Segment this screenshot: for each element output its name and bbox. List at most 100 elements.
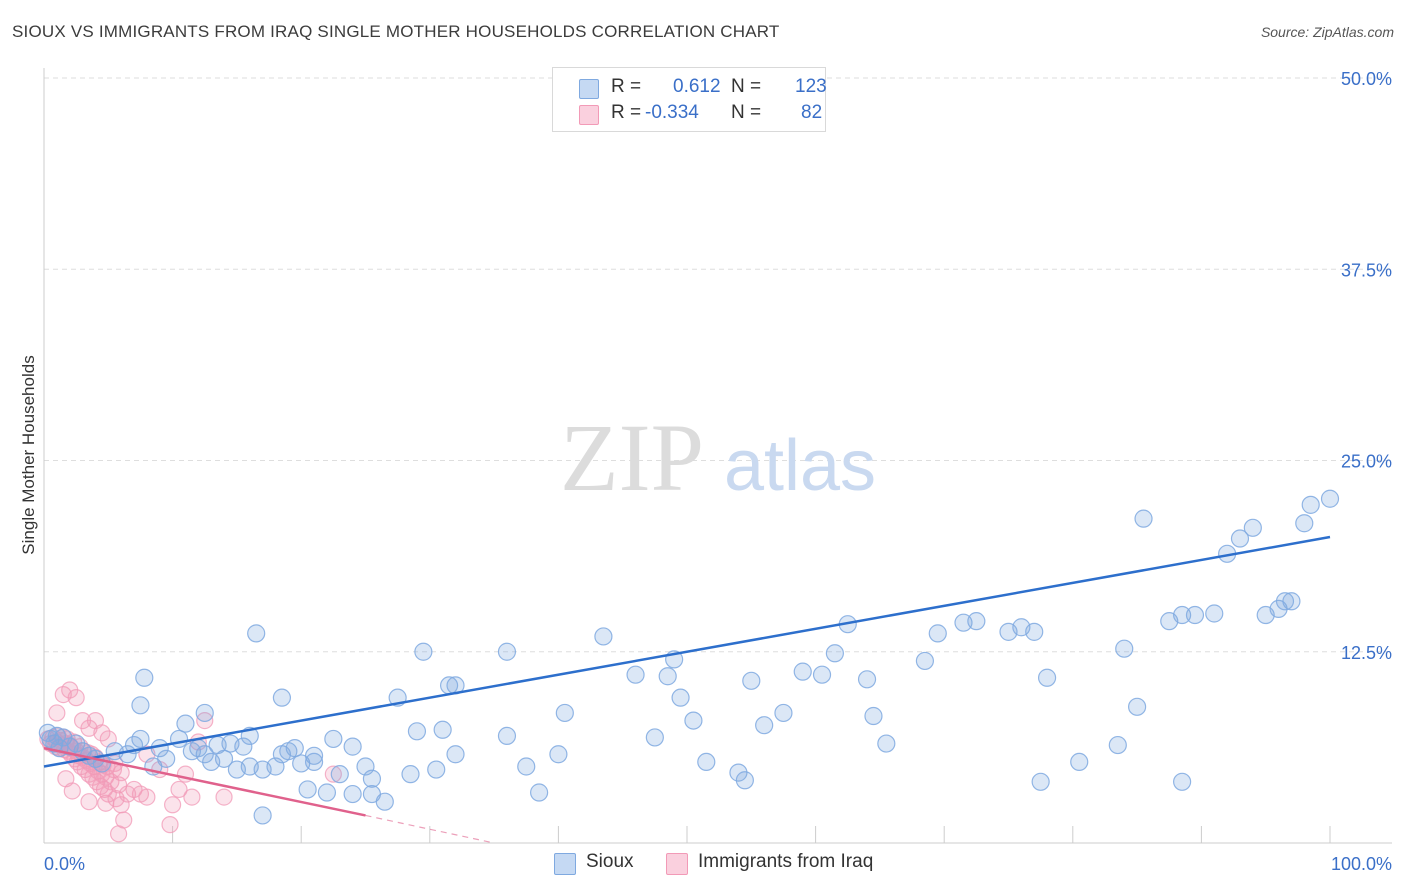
sioux-point [131, 729, 150, 749]
iraq-point [112, 796, 130, 814]
sioux-point [555, 703, 574, 723]
sioux-point [446, 745, 465, 764]
sioux-point [221, 734, 240, 753]
iraq-point [196, 711, 214, 730]
iraq-swatch [666, 853, 688, 875]
sioux-point [343, 784, 362, 804]
sioux-point [1301, 495, 1320, 514]
sioux-point [1173, 605, 1192, 625]
y-tick-label: 25.0% [1341, 452, 1392, 472]
sioux-point [427, 760, 446, 779]
watermark: ZIP atlas [560, 404, 876, 511]
sioux-point [1275, 592, 1295, 611]
sioux-point [812, 665, 832, 684]
sioux-point [1205, 604, 1224, 623]
sioux-point [825, 644, 844, 663]
sioux-point [362, 769, 382, 788]
sioux-point [497, 726, 517, 746]
iraq-point [97, 794, 115, 812]
sioux-point [1108, 735, 1127, 755]
sioux-point [317, 783, 337, 802]
sioux-point [626, 665, 645, 684]
sioux-point [1320, 489, 1340, 508]
sioux-point [135, 668, 154, 687]
y-axis-label: Single Mother Households [19, 355, 38, 554]
iraq-point [170, 780, 188, 799]
sioux-point [343, 737, 362, 756]
sioux-point [697, 752, 716, 772]
sioux-point [671, 688, 690, 707]
legend-n-label: N = [731, 76, 762, 97]
sioux-point [195, 703, 214, 723]
gridlines [44, 77, 1392, 653]
sioux-point [330, 765, 349, 784]
iraq-point [109, 825, 128, 843]
sioux-point [304, 752, 324, 772]
iraq-point [48, 704, 66, 722]
sioux-point [530, 783, 549, 802]
sioux-point [594, 627, 613, 646]
sioux-point [1115, 639, 1134, 658]
x-tick-label-max: 100.0% [1331, 854, 1392, 874]
y-tick-label: 50.0% [1341, 69, 1392, 89]
sioux-point [735, 771, 754, 790]
sioux-point [298, 780, 317, 799]
sioux-point [684, 711, 703, 730]
iraq-swatch [579, 105, 599, 125]
sioux-point [857, 670, 877, 689]
sioux-point [272, 688, 292, 707]
sioux-point [497, 642, 517, 661]
sioux-swatch [554, 853, 576, 875]
sioux-point [1037, 668, 1057, 687]
sioux-point [324, 729, 343, 749]
iraq-point [93, 724, 111, 742]
legend-n-label: N = [731, 102, 762, 123]
iraq-point [80, 793, 98, 811]
x-tick-label-min: 0.0% [44, 854, 85, 874]
sioux-point [1134, 509, 1153, 528]
sioux-point [176, 714, 195, 733]
sioux-point [414, 642, 433, 661]
sioux-point [877, 734, 896, 753]
legend-label-iraq: Immigrants from Iraq [698, 851, 874, 872]
sioux-point [742, 671, 761, 690]
sioux-point [928, 624, 947, 643]
sioux-point [915, 651, 935, 671]
sioux-point [517, 757, 536, 776]
sioux-point [285, 739, 304, 758]
iraq-point [183, 788, 201, 806]
sioux-point [1031, 772, 1050, 791]
trend-lines [43, 535, 1331, 844]
sioux-point [1185, 605, 1205, 625]
sioux-point [214, 749, 234, 768]
sioux-point [793, 662, 812, 681]
sioux-point [1282, 592, 1301, 611]
legend-label-sioux: Sioux [586, 851, 634, 872]
sioux-point [253, 806, 272, 825]
sioux-point [1243, 518, 1262, 537]
sioux-point [433, 720, 452, 739]
iraq-point [161, 816, 179, 834]
iraq-point [164, 796, 182, 814]
legend-n-value: 123 [795, 76, 827, 97]
series-sioux-points [38, 489, 1340, 825]
axes [43, 68, 1392, 844]
sioux-point [407, 722, 427, 741]
iraq-point [215, 788, 233, 806]
sioux-point [755, 716, 774, 735]
iraq-point [57, 770, 75, 788]
tick-labels: 12.5% 25.0% 37.5% 50.0% 0.0% 100.0% [44, 69, 1392, 874]
sioux-trend-line [43, 535, 1331, 768]
legend-n-value: 82 [801, 102, 823, 123]
y-tick-label: 12.5% [1341, 643, 1392, 663]
iraq-point [138, 788, 156, 806]
chart-title: SIOUX VS IMMIGRANTS FROM IRAQ SINGLE MOT… [12, 22, 780, 41]
iraq-point [67, 689, 85, 707]
sioux-point [1230, 529, 1250, 548]
iraq-point [324, 765, 342, 783]
watermark-zip: ZIP [560, 404, 704, 511]
sioux-point [1127, 697, 1147, 716]
sioux-point [247, 624, 266, 643]
legend-r-value: 0.612 [673, 76, 721, 97]
y-tick-label: 37.5% [1341, 260, 1392, 280]
